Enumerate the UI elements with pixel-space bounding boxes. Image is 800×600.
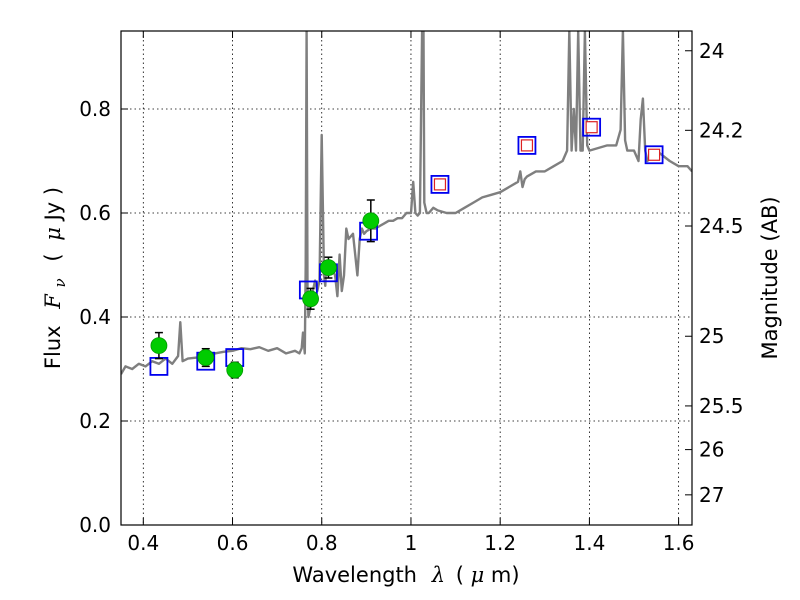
x-axis-label-unit: m) [491,563,520,587]
right-tick-label: 24.5 [699,214,744,238]
y-tick-label: 0.0 [79,513,111,537]
y-tick-label: 0.8 [79,97,111,121]
y-axis-label-text: Flux [41,325,65,369]
x-tick-label: 0.8 [306,531,338,555]
y-tick-label: 0.2 [79,409,111,433]
predicted-square-outer [582,117,602,137]
plot-frame [120,30,693,526]
predicted-square-inner [433,178,447,191]
grid-lines [121,31,692,525]
x-tick-label: 1.4 [573,531,605,555]
right-tick-label: 26 [699,438,724,462]
right-tick-label: 25 [699,324,724,348]
y-axis-label-unit: Jy ) [41,187,65,223]
x-tick-label: 0.6 [217,531,249,555]
x-tick-label: 1 [405,531,418,555]
x-axis-label: Wavelength λ ( μ m) [292,563,519,587]
right-tick-label: 27 [699,483,724,507]
data-point-marker [302,290,319,308]
y-axis-label-paren: ( [41,253,65,261]
spectrum-group [121,31,692,375]
data-point-marker [362,212,380,230]
data-point-marker [320,259,337,277]
right-tick-label: 24 [699,39,724,63]
data-point-marker [197,349,215,366]
data-point-marker [226,361,244,379]
y-axis-label-subscript: ν [51,278,69,287]
right-tick-label: 24.2 [699,118,744,142]
right-axis-ticks: 24 24.2 24.5 25 25.5 26 27 [685,39,744,507]
x-axis-label-text: Wavelength [292,563,417,587]
y-axis-label-symbol: F [41,293,65,310]
right-tick-label: 25.5 [699,394,744,418]
y-tick-label: 0.4 [79,305,111,329]
predicted-square-outer [430,174,450,194]
y-axis-ticks: 0.0 0.2 0.4 0.6 0.8 [79,97,128,537]
predicted-square-outer [644,145,664,165]
predicted-square-outer [517,135,537,155]
predicted-square-inner [585,121,598,134]
y-axis-label-left: Flux F ν ( μ Jy ) [41,187,70,369]
x-tick-label: 1.6 [663,531,695,555]
predicted-square-inner [647,148,661,161]
spectrum-line [121,31,692,375]
y-axis-label-mu: μ [41,227,65,241]
predicted-square-inner [520,139,534,152]
markers-group [149,117,664,379]
y-tick-label: 0.6 [79,201,111,225]
x-tick-label: 1.2 [484,531,516,555]
x-axis-label-paren: ( [456,563,464,587]
x-axis-label-mu: μ [471,563,485,587]
y-axis-label-right: Magnitude (AB) [758,196,782,359]
plot-background [121,31,692,525]
x-axis-ticks: 0.4 0.6 0.8 1 1.2 1.4 1.6 [127,31,695,555]
x-tick-label: 0.4 [127,531,159,555]
data-point-marker [150,337,168,355]
x-axis-label-symbol: λ [431,563,445,587]
